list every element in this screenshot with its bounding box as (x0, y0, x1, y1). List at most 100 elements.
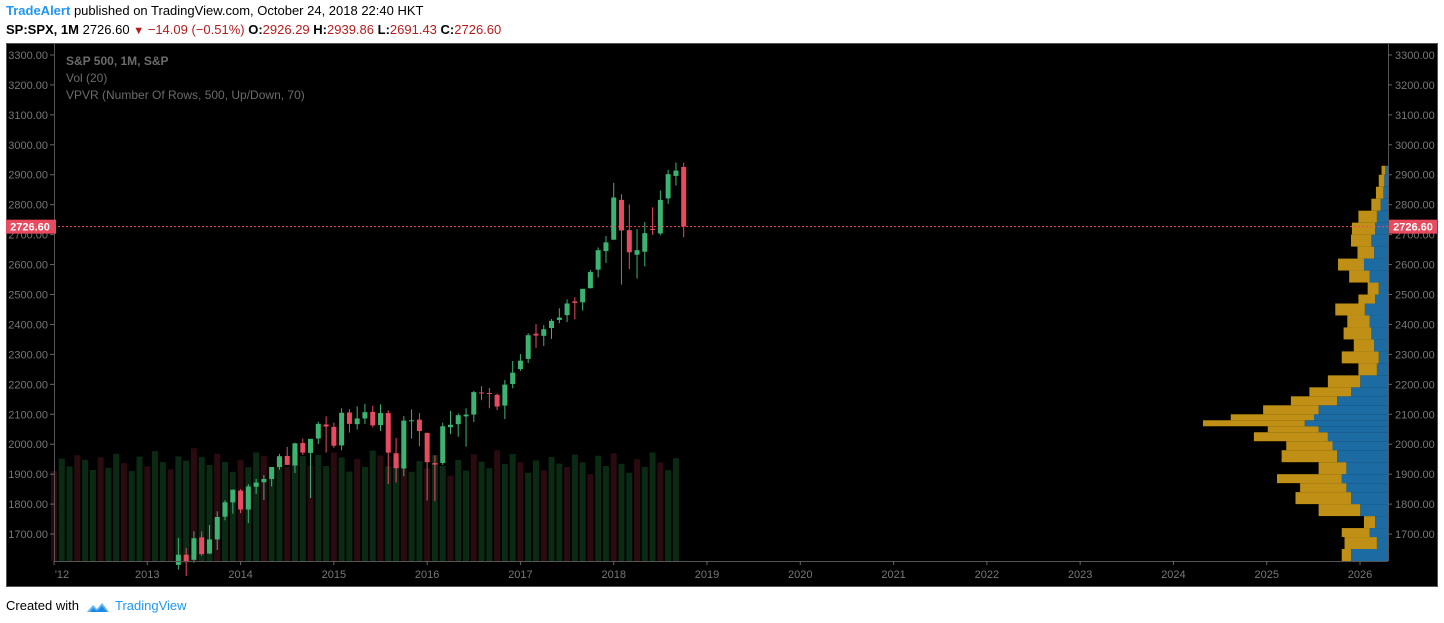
vpvr-row-down (1358, 363, 1377, 376)
y-axis-left: 1700.00 1800.00 1900.00 2000.00 2100.00 2200.… (8, 50, 54, 541)
vpvr-row-up (1380, 198, 1388, 211)
y-tick-label: 1900.00 (1395, 469, 1435, 481)
volume-bar (268, 468, 275, 561)
y-tick-label: 2200.00 (8, 379, 48, 391)
vpvr-row-down (1347, 315, 1370, 328)
x-tick-label: 2019 (695, 569, 719, 581)
y-axis-right: 1700.00 1800.00 1900.00 2000.00 2100.00 2200.… (1388, 50, 1435, 541)
candle (634, 229, 640, 279)
vpvr-row-up (1369, 315, 1388, 328)
volume-bar (229, 471, 236, 561)
volume-bar (183, 460, 190, 561)
last-price: 2726.60 (82, 22, 130, 37)
candle (276, 453, 282, 470)
volume-bar (439, 465, 446, 561)
candle (447, 410, 453, 435)
volume-bar (354, 458, 361, 561)
x-tick-label: 2024 (1161, 569, 1185, 581)
volume-bar (97, 457, 104, 561)
candle (238, 489, 244, 514)
candle (463, 408, 469, 447)
y-tick-label: 2300.00 (8, 349, 48, 361)
vpvr-row-up (1337, 450, 1388, 463)
volume-bar (260, 456, 267, 561)
vpvr-row-down (1318, 462, 1347, 475)
candle (393, 437, 399, 483)
vpvr-row-down (1338, 258, 1364, 271)
candle (409, 409, 415, 439)
y-tick-label: 2400.00 (1395, 319, 1435, 331)
candle (681, 162, 687, 238)
price-chart[interactable]: 1700.00 1800.00 1900.00 2000.00 2100.00 2200.… (6, 43, 1438, 587)
y-tick-label: 2500.00 (1395, 290, 1435, 302)
author-link[interactable]: TradeAlert (6, 3, 71, 18)
candle-body (587, 272, 593, 289)
volume-bar (579, 462, 586, 561)
volume-bar (113, 453, 120, 561)
vpvr-row-down (1358, 294, 1376, 304)
volume-bar (338, 457, 345, 561)
y-tick-label: 1900.00 (8, 469, 48, 481)
vpvr-row-down (1318, 504, 1361, 517)
y-tick-label: 1700.00 (8, 529, 48, 541)
y-tick-label: 2400.00 (8, 319, 48, 331)
candle-body (564, 303, 570, 316)
tradingview-logo-icon (86, 602, 109, 612)
candle-body (245, 486, 251, 510)
candle-body (525, 335, 531, 359)
candle-body (346, 412, 352, 424)
volume-bar (385, 466, 392, 561)
candle (269, 466, 275, 487)
candle-body (354, 418, 360, 425)
volume-bars (51, 448, 679, 561)
candle-body (650, 228, 656, 230)
vpvr-row-up (1374, 246, 1388, 259)
vpvr-row-down (1367, 282, 1379, 295)
candle-body (479, 392, 485, 394)
x-tick-label: 2026 (1348, 569, 1372, 581)
high-value: 2939.86 (327, 22, 375, 37)
candle-body (517, 360, 523, 370)
x-tick-label: '12 (55, 569, 69, 581)
vpvr-row-down (1341, 549, 1351, 561)
change-value: −14.09 (−0.51%) (147, 22, 245, 37)
volume-bar (540, 470, 547, 561)
volume-bar (571, 454, 578, 561)
vpvr-row-down (1343, 327, 1372, 340)
candle-body (455, 415, 461, 425)
vpvr-row-up (1371, 234, 1388, 247)
candle-body (175, 554, 181, 565)
volume-bar (377, 455, 384, 561)
vpvr-row-up (1337, 396, 1388, 406)
chart-area[interactable]: 1700.00 1800.00 1900.00 2000.00 2100.00 2200.… (6, 43, 1438, 587)
vpvr-row-up (1376, 537, 1388, 550)
x-tick-label: 2015 (322, 569, 346, 581)
tradingview-link[interactable]: TradingView (114, 598, 187, 613)
vpvr-row-down (1358, 210, 1377, 223)
x-tick-label: 2016 (415, 569, 439, 581)
candle-body (416, 419, 422, 432)
candle (548, 319, 554, 339)
volume-bar (323, 466, 330, 561)
candle (657, 190, 663, 236)
vpvr-row-up (1351, 492, 1388, 505)
candle-body (580, 288, 586, 303)
volume-bar (276, 457, 283, 561)
candle-body (276, 456, 282, 467)
vpvr-row-up (1375, 516, 1388, 529)
candle (665, 169, 671, 204)
candle (300, 438, 306, 456)
vpvr-row-up (1376, 210, 1388, 223)
candle-body (385, 413, 391, 453)
y-tick-label: 3100.00 (8, 110, 48, 122)
x-tick-label: 2025 (1254, 569, 1278, 581)
candle (479, 386, 485, 401)
vpvr-row-down (1375, 186, 1384, 199)
candle-body (603, 242, 609, 252)
candle (572, 297, 578, 320)
volume-bar (595, 455, 602, 561)
vpvr-row-down (1344, 537, 1377, 550)
candle (401, 416, 407, 477)
candle-body (315, 423, 321, 439)
y-tick-label: 2500.00 (8, 290, 48, 302)
